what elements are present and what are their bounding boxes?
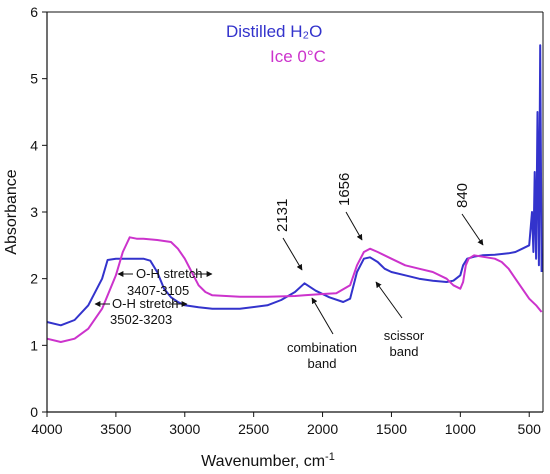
scissor-band-sub: band [390, 344, 419, 359]
x-axis-title: Wavenumber, cm-1 [201, 451, 335, 470]
peak-1656-arrow [345, 211, 363, 241]
peak-1656-label: 1656 [336, 173, 353, 206]
y-axis-title: Absorbance [3, 169, 20, 254]
legend-distilled-water: Distilled H₂O [226, 22, 322, 41]
peak-840-annotation: 840 [454, 183, 484, 246]
y-tick-label: 2 [30, 271, 38, 287]
peak-2131-annotation: 2131 [274, 199, 303, 271]
oh-stretch-ice-label: O-H stretch [136, 266, 202, 281]
peak-2131-arrow [282, 237, 303, 271]
oh-stretch-water-label: O-H stretch [112, 296, 178, 311]
y-tick-label: 1 [30, 337, 38, 353]
x-tick-label: 3500 [100, 421, 131, 437]
x-tick-label: 2000 [307, 421, 338, 437]
series-line-ice [46, 236, 543, 343]
combination-band-label: combination [287, 340, 357, 355]
peak-840-arrow [461, 213, 484, 246]
x-tick-label: 3000 [169, 421, 200, 437]
scissor-band-label: scissor [384, 328, 425, 343]
oh-stretch-water-annotation: O-H stretch 3502-3203 [94, 296, 188, 327]
x-tick-label: 2500 [238, 421, 269, 437]
peak-2131-label: 2131 [274, 199, 291, 232]
oh-stretch-ice-range: 3407-3105 [127, 283, 189, 298]
y-tick-label: 0 [30, 404, 38, 420]
y-tick-label: 4 [30, 137, 38, 153]
peak-840-label: 840 [454, 183, 471, 208]
y-tick-label: 3 [30, 204, 38, 220]
scissor-band-annotation: scissor band [375, 281, 425, 359]
legend-ice: Ice 0°C [270, 47, 326, 66]
scissor-band-arrow [375, 281, 403, 319]
combination-band-annotation: combination band [287, 297, 357, 371]
y-tick-label: 6 [30, 4, 38, 20]
x-tick-label: 500 [518, 421, 542, 437]
combination-band-arrow [311, 297, 334, 335]
oh-stretch-ice-annotation: O-H stretch 3407-3105 [117, 266, 213, 298]
x-tick-label: 1000 [445, 421, 476, 437]
oh-stretch-water-range: 3502-3203 [110, 312, 172, 327]
series-line-distilled-water [46, 44, 543, 327]
y-tick-label: 5 [30, 71, 38, 87]
x-tick-label: 1500 [376, 421, 407, 437]
x-tick-label: 4000 [31, 421, 62, 437]
peak-1656-annotation: 1656 [336, 173, 363, 241]
combination-band-sub: band [308, 356, 337, 371]
